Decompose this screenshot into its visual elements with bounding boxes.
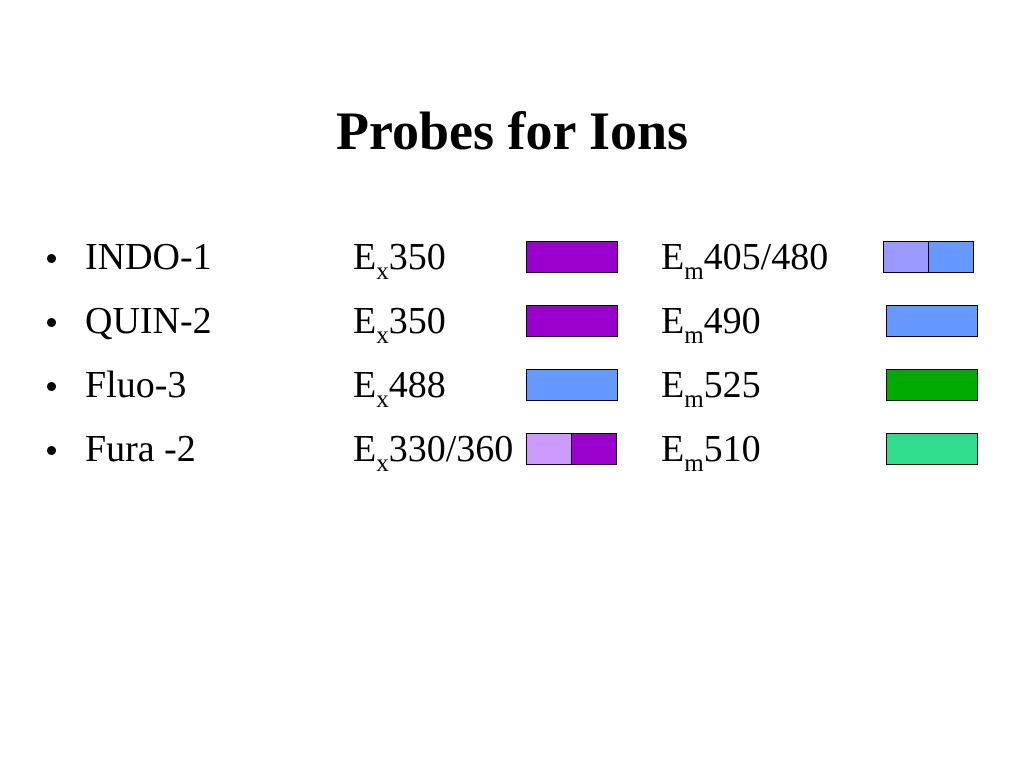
- slide-title: Probes for Ions: [335, 101, 689, 161]
- bullet: [47, 254, 56, 263]
- ex-swatch: [526, 369, 618, 401]
- ex-wavelength: 330/360: [388, 428, 514, 470]
- ex-wavelength: 350: [388, 300, 446, 342]
- em-wavelength: 405/480: [703, 236, 829, 278]
- probe-name: Fluo-3: [85, 364, 187, 406]
- em-label: Em405/480: [661, 236, 829, 285]
- em-letter: E: [661, 428, 685, 470]
- em-wavelength: 510: [703, 428, 761, 470]
- em-swatch: [886, 433, 978, 465]
- em-subscript: m: [684, 450, 704, 477]
- probe-name: Fura -2: [85, 428, 196, 470]
- bullet: [47, 446, 56, 455]
- ex-letter: E: [353, 300, 377, 342]
- ex-swatch: [571, 433, 617, 465]
- ex-label: Ex350: [353, 236, 446, 285]
- em-subscript: m: [684, 258, 704, 285]
- ex-letter: E: [353, 364, 377, 406]
- ex-label: Ex350: [353, 300, 446, 349]
- ex-swatch: [526, 433, 572, 465]
- ex-letter: E: [353, 428, 377, 470]
- ex-label: Ex330/360: [353, 428, 514, 477]
- ex-wavelength: 350: [388, 236, 446, 278]
- em-letter: E: [661, 236, 685, 278]
- bullet: [47, 382, 56, 391]
- em-wavelength: 490: [703, 300, 761, 342]
- em-letter: E: [661, 300, 685, 342]
- em-wavelength: 525: [703, 364, 761, 406]
- em-subscript: m: [684, 386, 704, 413]
- ex-subscript: x: [376, 322, 389, 349]
- ex-subscript: x: [376, 386, 389, 413]
- probe-name: INDO-1: [85, 236, 212, 278]
- ex-subscript: x: [376, 450, 389, 477]
- em-swatch: [928, 241, 974, 273]
- em-swatch: [886, 305, 978, 337]
- ex-subscript: x: [376, 258, 389, 285]
- em-label: Em510: [661, 428, 761, 477]
- bullet: [47, 318, 56, 327]
- em-swatch: [886, 369, 978, 401]
- ex-label: Ex488: [353, 364, 446, 413]
- em-label: Em525: [661, 364, 761, 413]
- ex-swatch: [526, 305, 618, 337]
- ex-letter: E: [353, 236, 377, 278]
- em-letter: E: [661, 364, 685, 406]
- probe-name: QUIN-2: [85, 300, 212, 342]
- ex-swatch: [526, 241, 618, 273]
- em-label: Em490: [661, 300, 761, 349]
- em-subscript: m: [684, 322, 704, 349]
- em-swatch: [883, 241, 929, 273]
- ex-wavelength: 488: [388, 364, 446, 406]
